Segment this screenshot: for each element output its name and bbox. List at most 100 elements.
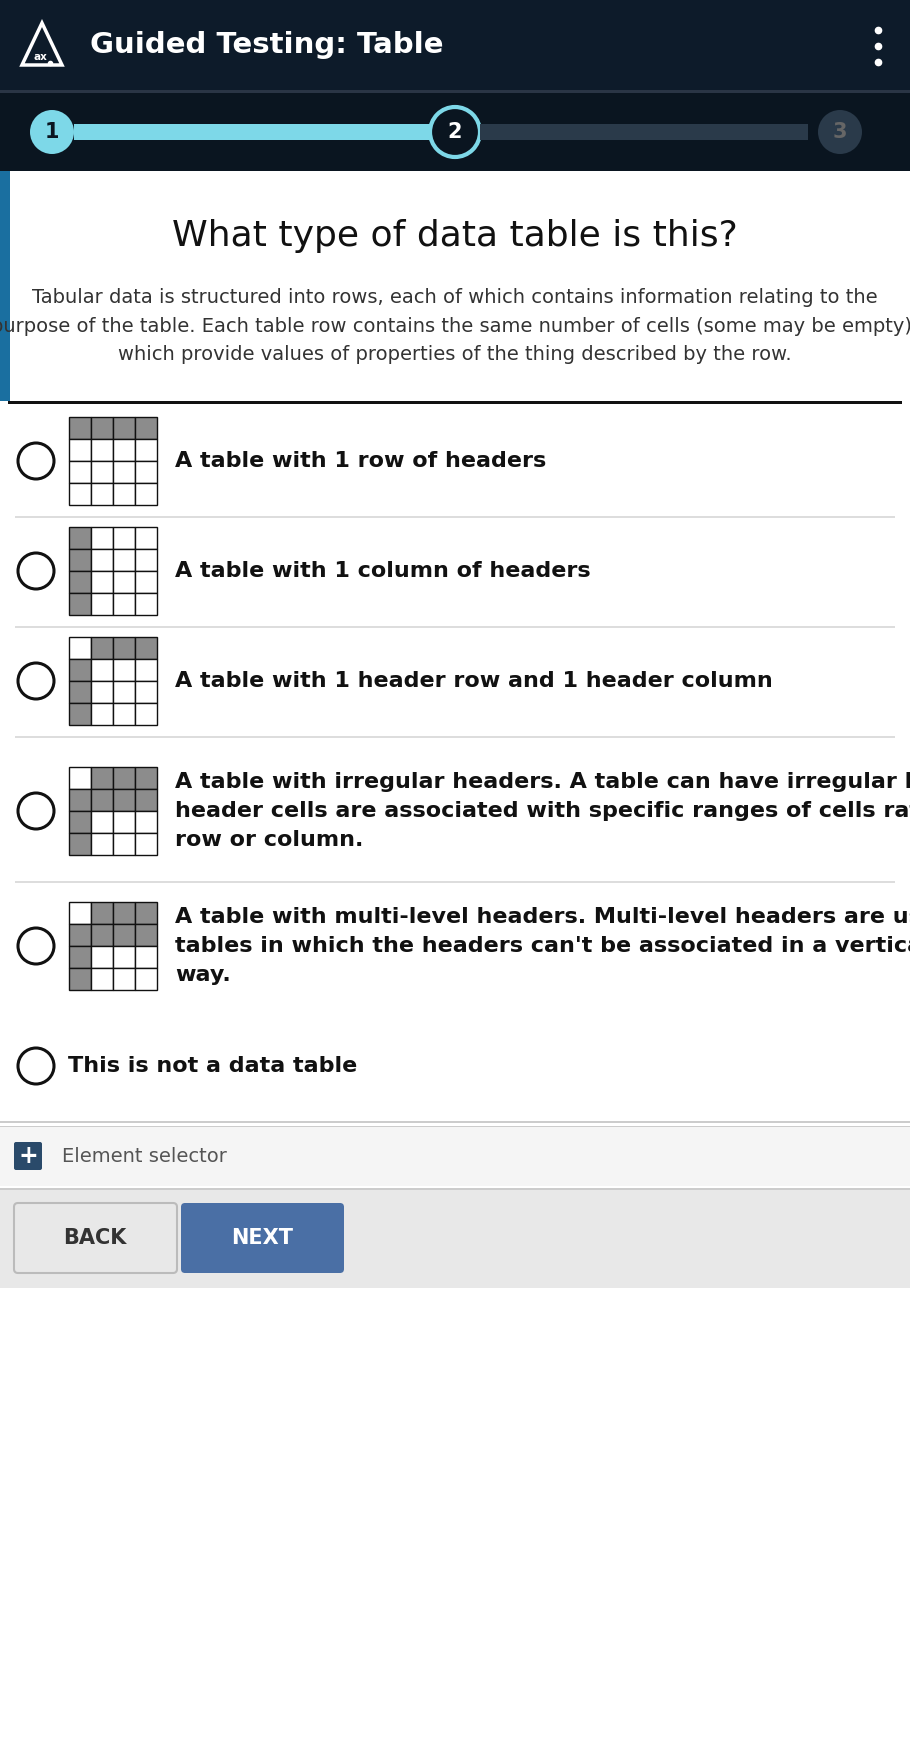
Bar — [69, 967, 91, 990]
Bar — [69, 527, 91, 548]
Bar — [113, 658, 135, 681]
Bar — [113, 548, 135, 571]
Bar — [69, 571, 91, 594]
Circle shape — [18, 663, 54, 698]
Text: Tabular data is structured into rows, each of which contains information relatin: Tabular data is structured into rows, ea… — [0, 288, 910, 365]
Bar — [91, 967, 113, 990]
Bar — [113, 594, 135, 615]
Bar — [69, 946, 91, 967]
Bar — [69, 637, 91, 658]
Text: BACK: BACK — [64, 1227, 126, 1248]
Bar — [91, 789, 113, 810]
Bar — [135, 967, 157, 990]
Bar — [8, 402, 902, 403]
Bar — [135, 438, 157, 461]
Circle shape — [18, 929, 54, 964]
Bar — [113, 484, 135, 505]
Bar — [0, 93, 910, 171]
Bar — [113, 681, 135, 704]
Bar — [69, 417, 91, 438]
Bar — [113, 967, 135, 990]
Circle shape — [18, 443, 54, 478]
Text: A table with multi-level headers. Multi-level headers are used on complex
tables: A table with multi-level headers. Multi-… — [175, 908, 910, 985]
Bar — [135, 810, 157, 833]
Bar — [69, 833, 91, 856]
Bar — [135, 658, 157, 681]
Bar — [91, 484, 113, 505]
Bar — [135, 946, 157, 967]
Bar — [69, 681, 91, 704]
Bar — [91, 810, 113, 833]
Bar — [113, 527, 135, 548]
Circle shape — [430, 107, 480, 157]
Text: A table with 1 header row and 1 header column: A table with 1 header row and 1 header c… — [175, 670, 773, 691]
FancyBboxPatch shape — [14, 1142, 42, 1170]
Bar — [113, 903, 135, 924]
Bar — [0, 0, 910, 91]
Text: ax: ax — [33, 52, 47, 63]
Bar — [135, 461, 157, 484]
Bar — [91, 924, 113, 946]
Text: +: + — [18, 1144, 38, 1168]
Bar — [113, 571, 135, 594]
Circle shape — [818, 110, 862, 154]
Bar — [69, 704, 91, 725]
Bar — [113, 417, 135, 438]
Bar — [0, 91, 910, 93]
Bar — [135, 571, 157, 594]
Bar — [113, 637, 135, 658]
Bar — [91, 833, 113, 856]
Bar — [69, 484, 91, 505]
FancyBboxPatch shape — [181, 1203, 344, 1273]
Bar — [113, 438, 135, 461]
Bar — [135, 527, 157, 548]
Bar — [113, 461, 135, 484]
Bar — [135, 681, 157, 704]
Bar — [69, 766, 91, 789]
Text: A table with 1 row of headers: A table with 1 row of headers — [175, 450, 546, 471]
Text: A table with 1 column of headers: A table with 1 column of headers — [175, 560, 591, 581]
Bar — [91, 527, 113, 548]
Bar — [69, 548, 91, 571]
Bar — [135, 548, 157, 571]
Bar — [91, 704, 113, 725]
Bar — [91, 438, 113, 461]
Bar — [0, 1126, 910, 1186]
Bar — [91, 903, 113, 924]
Text: A table with irregular headers. A table can have irregular headers when the
head: A table with irregular headers. A table … — [175, 772, 910, 850]
Bar — [91, 766, 113, 789]
Bar — [0, 1187, 910, 1289]
Bar — [69, 461, 91, 484]
Bar — [74, 124, 452, 140]
Bar — [0, 171, 10, 402]
Bar — [91, 681, 113, 704]
Bar — [91, 548, 113, 571]
Text: NEXT: NEXT — [231, 1227, 293, 1248]
Bar — [135, 594, 157, 615]
Bar — [69, 924, 91, 946]
Circle shape — [18, 793, 54, 829]
Bar — [113, 946, 135, 967]
Bar — [135, 766, 157, 789]
Bar — [135, 417, 157, 438]
Bar — [91, 946, 113, 967]
Bar — [91, 461, 113, 484]
Bar — [135, 789, 157, 810]
Bar — [135, 924, 157, 946]
Bar — [69, 903, 91, 924]
Bar — [113, 924, 135, 946]
Circle shape — [18, 1048, 54, 1084]
Bar — [113, 789, 135, 810]
Bar — [113, 810, 135, 833]
Text: 1: 1 — [45, 122, 59, 141]
Bar — [69, 658, 91, 681]
Bar — [113, 704, 135, 725]
Bar — [91, 658, 113, 681]
Bar — [69, 594, 91, 615]
Bar — [135, 833, 157, 856]
Text: Element selector: Element selector — [62, 1147, 227, 1166]
Text: 2: 2 — [448, 122, 462, 141]
Bar — [135, 637, 157, 658]
Circle shape — [18, 553, 54, 588]
Bar — [91, 571, 113, 594]
